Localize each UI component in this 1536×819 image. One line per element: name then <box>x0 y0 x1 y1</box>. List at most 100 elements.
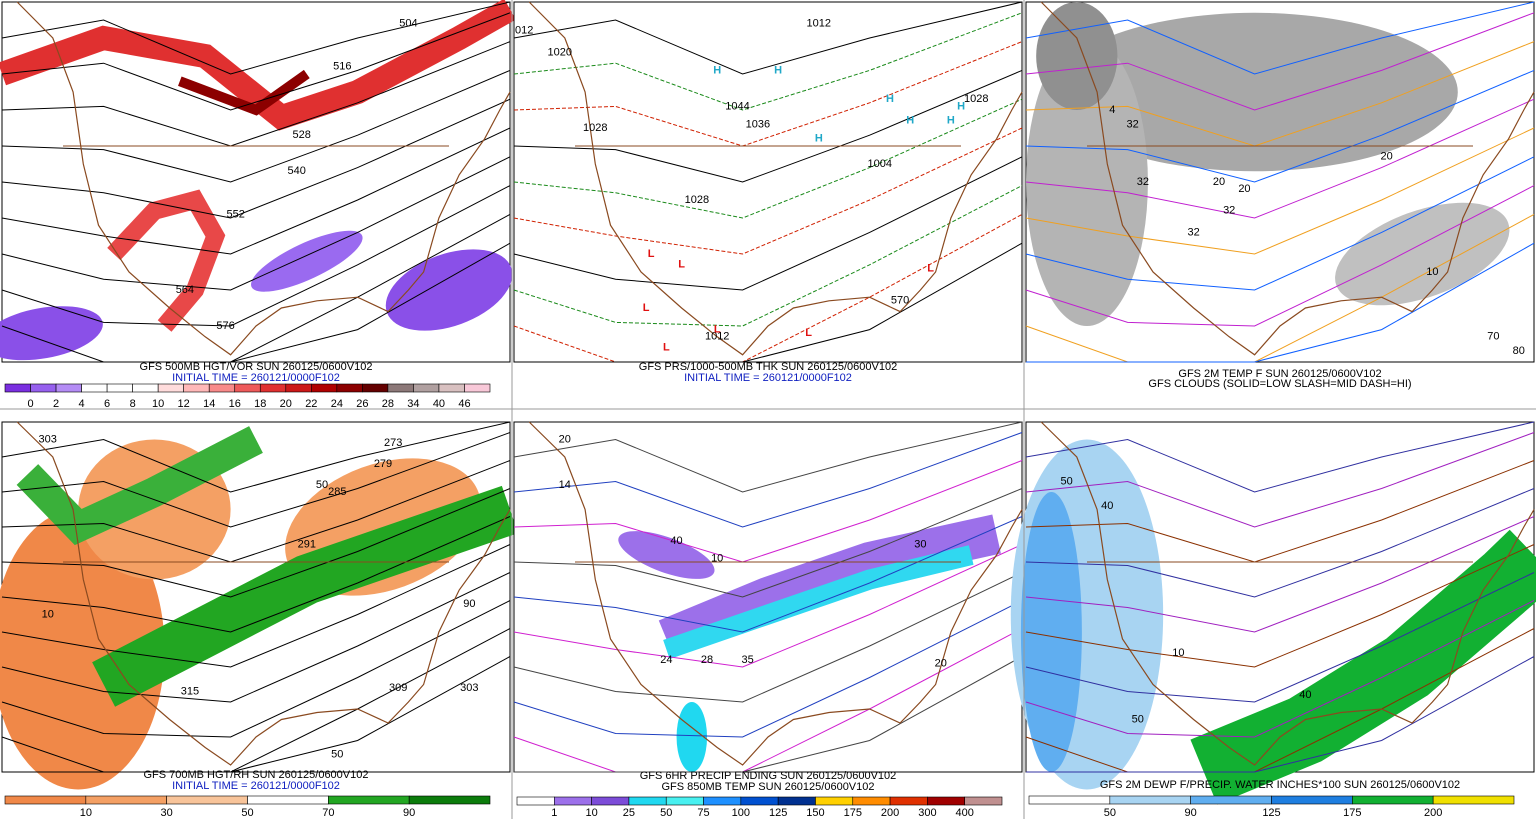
low-marker: L <box>648 248 655 260</box>
legend-swatch <box>464 383 491 393</box>
legend-label: 175 <box>1343 807 1361 819</box>
contour <box>1025 12 1535 111</box>
map-fill <box>618 531 715 579</box>
contour <box>513 516 1023 633</box>
contour <box>92 485 519 707</box>
contour-label: 50 <box>316 479 328 491</box>
contour-label: 504 <box>399 18 417 30</box>
legend-swatch <box>311 383 338 393</box>
legend-swatch <box>1109 795 1191 805</box>
contour <box>513 12 1023 111</box>
contour <box>1025 185 1535 327</box>
legend-label: 125 <box>769 807 787 819</box>
contour-label: 1044 <box>725 100 749 112</box>
contour <box>513 69 1023 183</box>
legend-swatch <box>285 383 312 393</box>
high-marker: H <box>713 64 721 76</box>
contour <box>1 12 511 111</box>
caption: GFS 2M TEMP F SUN 260125/0600V102 <box>1178 368 1381 380</box>
legend-swatch <box>591 796 630 806</box>
contour <box>1190 529 1536 805</box>
map-fill <box>0 509 165 790</box>
contour <box>663 545 974 659</box>
contour-label: 40 <box>1101 500 1113 512</box>
contour-label: 285 <box>328 486 346 498</box>
legend-swatch <box>516 796 555 806</box>
high-marker: H <box>815 133 823 145</box>
low-marker: L <box>643 302 650 314</box>
contour-label: 4 <box>1109 104 1115 116</box>
legend-swatch <box>777 796 816 806</box>
contour-label: 303 <box>39 433 57 445</box>
legend-swatch <box>413 383 440 393</box>
caption: INITIAL TIME = 260121/0000F102 <box>172 780 340 792</box>
contour <box>1025 1 1535 75</box>
legend-label: 100 <box>732 807 750 819</box>
high-marker: H <box>906 115 914 127</box>
contour-label: 1028 <box>583 122 607 134</box>
contour <box>1025 98 1535 219</box>
coastline <box>16 421 511 766</box>
contour-label: 70 <box>1487 331 1499 343</box>
contour <box>513 1 1023 75</box>
contour-label: 90 <box>463 598 475 610</box>
contour-label: 20 <box>1238 183 1250 195</box>
contour <box>1 1 511 75</box>
contour <box>1 572 511 703</box>
legend-label: 10 <box>585 807 597 819</box>
legend-swatch <box>81 383 108 393</box>
map-fill <box>1026 38 1148 326</box>
contour-label: 570 <box>891 295 909 307</box>
low-marker: L <box>678 259 685 271</box>
legend-swatch <box>183 383 210 393</box>
high-marker: H <box>957 100 965 112</box>
legend-swatch <box>1028 795 1111 805</box>
contour <box>1025 69 1535 183</box>
contour <box>1 185 511 327</box>
contour-label: 40 <box>1299 689 1311 701</box>
legend-swatch <box>166 795 248 805</box>
contour <box>513 600 1023 738</box>
legend-label: 1 <box>551 807 557 819</box>
legend-swatch <box>387 383 414 393</box>
map-fill <box>676 702 708 772</box>
legend-label: 20 <box>280 398 292 410</box>
legend-swatch <box>259 383 287 393</box>
legend-label: 8 <box>130 398 136 410</box>
legend-label: 22 <box>305 398 317 410</box>
contour <box>1 69 511 183</box>
legend-label: 75 <box>697 807 709 819</box>
coastline <box>1040 421 1535 766</box>
contour-label: 1012 <box>807 18 831 30</box>
contour <box>1 156 511 291</box>
legend-label: 150 <box>806 807 824 819</box>
legend-label: 30 <box>161 807 173 819</box>
legend-swatch <box>852 796 891 806</box>
legend-swatch <box>85 795 167 805</box>
legend-label: 200 <box>881 807 899 819</box>
contour-label: 20 <box>935 657 947 669</box>
contour-label: 576 <box>216 320 234 332</box>
legend-swatch <box>55 383 82 393</box>
contour <box>513 572 1023 703</box>
legend-swatch <box>336 383 363 393</box>
legend-label: 50 <box>241 807 253 819</box>
contour <box>513 432 1023 528</box>
caption: INITIAL TIME = 260121/0000F102 <box>684 372 852 384</box>
contour <box>178 69 310 116</box>
contour <box>1025 432 1535 528</box>
contour-label: 32 <box>1223 205 1235 217</box>
legend-swatch <box>554 796 592 806</box>
contour-label: 012 <box>515 25 533 37</box>
contour-label: 540 <box>287 165 305 177</box>
legend-label: 50 <box>1104 807 1116 819</box>
contour-label: 32 <box>1127 118 1139 130</box>
contour-label: 10 <box>1426 266 1438 278</box>
legend-swatch <box>1271 795 1353 805</box>
legend-label: 46 <box>458 398 470 410</box>
low-marker: L <box>663 342 670 354</box>
map-fill <box>385 249 513 331</box>
map-frame <box>513 1 1023 363</box>
caption: GFS PRS/1000-500MB THK SUN 260125/0600V1… <box>639 361 897 373</box>
contour-label: 35 <box>742 654 754 666</box>
